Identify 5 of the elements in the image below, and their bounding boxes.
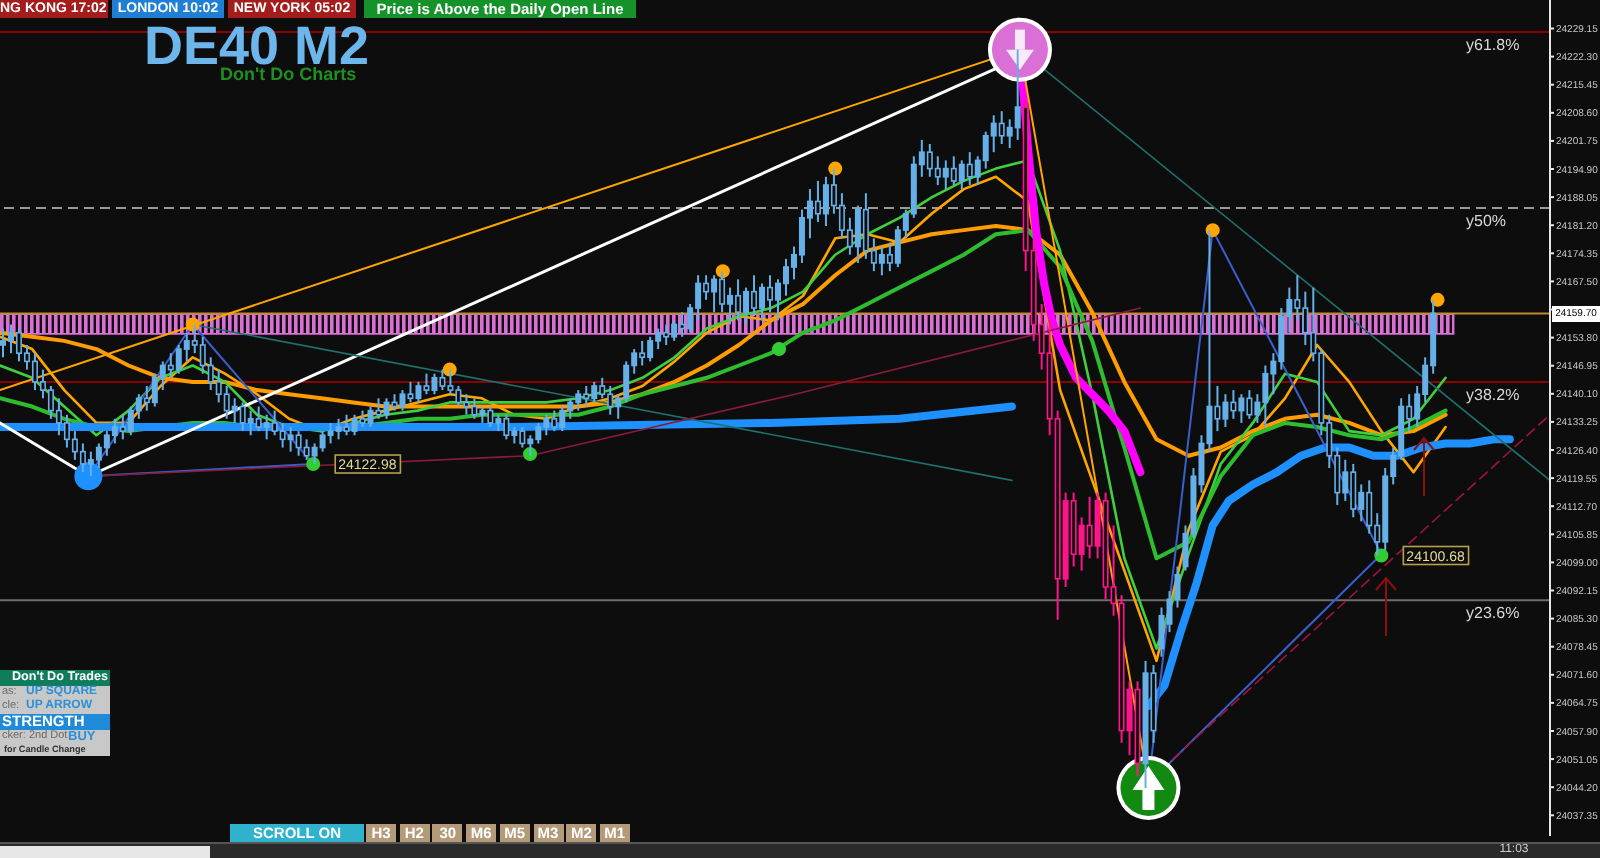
ref-line-label: y61.8% (1466, 36, 1520, 54)
text: Don't Do Charts (220, 63, 357, 83)
ref-line-label: y23.6% (1466, 604, 1520, 623)
ref-line-label: y38.2% (1466, 385, 1520, 404)
ref-line-label: y50% (1466, 211, 1507, 230)
